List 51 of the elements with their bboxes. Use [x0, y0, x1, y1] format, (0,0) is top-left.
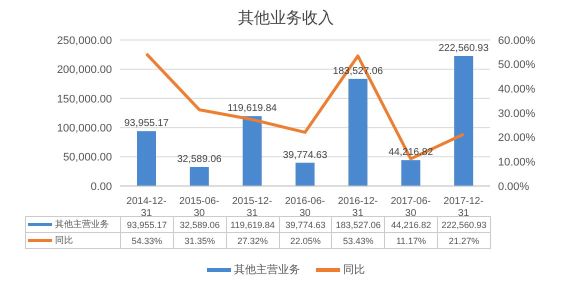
y2-tick-label: 50.00%: [498, 59, 536, 72]
x-tick-label: 2015-12-31: [232, 196, 272, 219]
text: 32,589.06: [177, 154, 222, 165]
bar: [348, 78, 368, 186]
data-label: 39,774.63: [285, 220, 326, 230]
text: 119,619.84: [228, 103, 277, 114]
data-label: 44,216.82: [391, 220, 432, 230]
data-label: 183,527.06: [336, 220, 381, 230]
y-tick-label: 0.00: [90, 180, 112, 193]
x-tick-label: 2017-12-31: [444, 196, 484, 219]
data-label: 11.17%: [384, 232, 438, 248]
x-tick-label: 2014-12-31: [126, 196, 166, 219]
y2-tick-label: 40.00%: [498, 84, 536, 96]
x-tick-label: 2015-06-30: [179, 196, 220, 219]
data-label: 31.35%: [173, 232, 226, 248]
y-tick-label: 150,000.00: [56, 93, 112, 106]
bar: [454, 56, 474, 186]
legend-label: 同比: [342, 263, 365, 277]
data-label: 53.43%: [332, 232, 385, 248]
x-tick-label: 2016-12-31: [338, 196, 378, 219]
data-label: 22.05%: [279, 232, 332, 248]
text: 222,560.93: [438, 43, 489, 54]
data-label: 27.32%: [226, 232, 280, 248]
bar: [190, 166, 209, 186]
y2-tick-label: 20.00%: [498, 132, 536, 144]
x-tick-label: 2017-06-30: [390, 196, 431, 219]
data-label: 32,589.06: [180, 220, 220, 230]
x-tick-label: 2016-06-30: [284, 196, 326, 219]
data-label: 93,955.17: [126, 220, 167, 230]
text: 93,955.17: [124, 118, 169, 130]
bar: [242, 116, 262, 186]
chart-title: 其他业务收入: [237, 8, 335, 29]
y-tick-label: 250,000.00: [56, 34, 112, 47]
data-label: 119,619.84: [230, 220, 275, 230]
y2-tick-label: 0.00%: [498, 180, 530, 193]
data-label: 21.27%: [438, 232, 490, 248]
y-tick-label: 200,000.00: [56, 64, 112, 76]
y2-tick-label: 60.00%: [498, 34, 536, 47]
bar: [296, 162, 315, 186]
y-tick-label: 50,000.00: [63, 152, 112, 164]
legend-label: 其他主营业务: [26, 216, 120, 232]
y-tick-label: 100,000.00: [56, 122, 112, 135]
data-label: 222,560.93: [441, 220, 486, 230]
data-label: 54.33%: [120, 232, 174, 248]
bar: [137, 131, 156, 186]
text: 同比: [55, 235, 73, 245]
y2-tick-label: 10.00%: [498, 156, 536, 169]
bar: [401, 160, 420, 186]
y2-tick-label: 30.00%: [498, 108, 536, 120]
text: 39,774.63: [282, 150, 328, 161]
text: 其他主营业务: [234, 264, 300, 276]
